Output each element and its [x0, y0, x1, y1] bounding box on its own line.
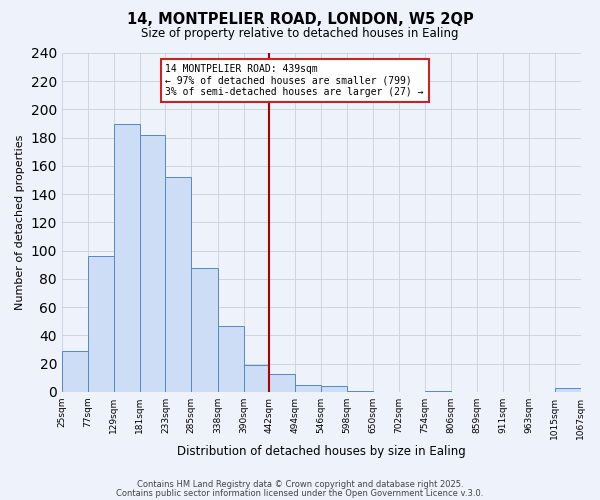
Bar: [88, 256, 113, 392]
Text: Contains HM Land Registry data © Crown copyright and database right 2025.: Contains HM Land Registry data © Crown c…: [137, 480, 463, 489]
Bar: [113, 124, 140, 392]
Bar: [191, 268, 218, 392]
Bar: [244, 365, 269, 392]
Bar: [166, 178, 191, 392]
Text: 14, MONTPELIER ROAD, LONDON, W5 2QP: 14, MONTPELIER ROAD, LONDON, W5 2QP: [127, 12, 473, 28]
Bar: [321, 386, 347, 392]
Bar: [347, 390, 373, 392]
Bar: [295, 385, 321, 392]
Bar: [269, 374, 295, 392]
Bar: [425, 390, 451, 392]
Bar: [218, 326, 244, 392]
Text: 14 MONTPELIER ROAD: 439sqm
← 97% of detached houses are smaller (799)
3% of semi: 14 MONTPELIER ROAD: 439sqm ← 97% of deta…: [166, 64, 424, 98]
X-axis label: Distribution of detached houses by size in Ealing: Distribution of detached houses by size …: [177, 444, 466, 458]
Bar: [554, 388, 581, 392]
Bar: [140, 135, 166, 392]
Y-axis label: Number of detached properties: Number of detached properties: [15, 135, 25, 310]
Text: Contains public sector information licensed under the Open Government Licence v.: Contains public sector information licen…: [116, 488, 484, 498]
Text: Size of property relative to detached houses in Ealing: Size of property relative to detached ho…: [141, 28, 459, 40]
Bar: [62, 351, 88, 392]
